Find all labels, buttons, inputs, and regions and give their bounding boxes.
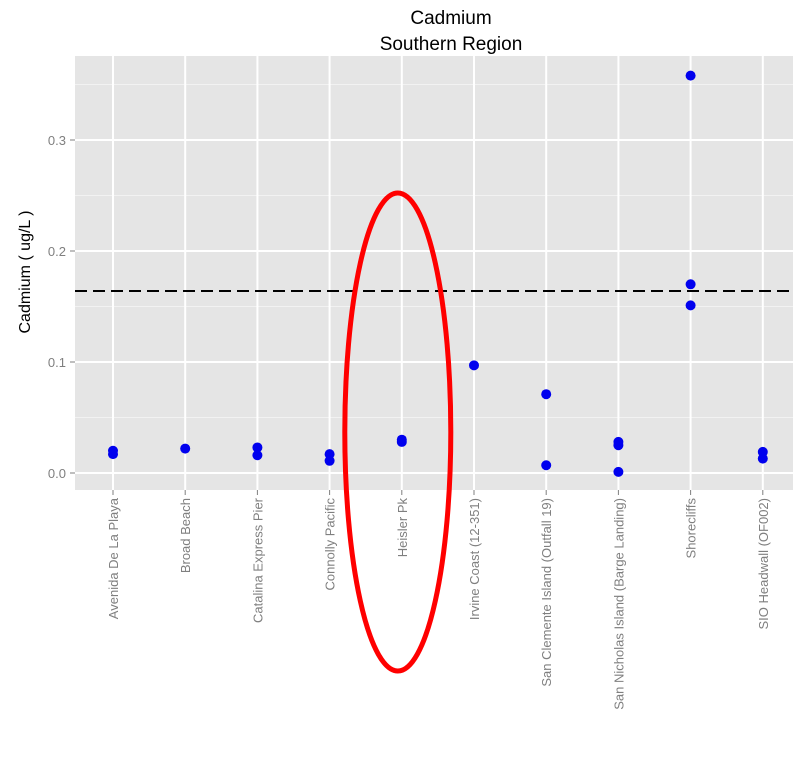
y-tick-label: 0.3 [48,133,66,148]
x-tick-label: SIO Headwall (OF002) [756,498,771,630]
y-axis: 0.0 0.1 0.2 0.3 [48,133,75,481]
y-tick-label: 0.0 [48,466,66,481]
x-tick-label: San Nicholas Island (Barge Landing) [611,498,626,710]
highlight-ellipse [342,190,454,674]
x-tick-label: Broad Beach [178,498,193,573]
x-tick-label: Shorecliffs [684,498,699,559]
x-tick-label: Irvine Coast (12-351) [467,498,482,620]
chart-title: Cadmium [410,8,491,29]
data-point [252,450,263,461]
data-point [396,436,407,447]
plot-panel [75,56,793,490]
grid [75,56,793,490]
data-point [685,300,696,311]
data-point [252,442,263,453]
x-tick-label: Catalina Express Pier [250,497,265,623]
data-point [613,440,624,451]
data-points [108,70,768,477]
x-tick-label: Avenida De La Playa [106,497,121,619]
data-point [108,449,118,460]
data-point [685,279,696,290]
y-axis-label: Cadmium ( ug/L ) [17,211,34,334]
data-point [541,389,552,400]
y-tick-label: 0.1 [48,355,66,370]
x-tick-label: Heisler Pk [395,498,410,558]
data-point [685,70,696,81]
y-tick-label: 0.2 [48,244,66,259]
x-tick-label: San Clemente Island (Outfall 19) [539,498,554,687]
x-tick-label: Connolly Pacific [323,498,338,591]
data-point [541,460,552,471]
data-point [469,360,479,371]
data-point [757,453,768,464]
x-axis: Avenida De La Playa Broad Beach Catalina E… [106,490,771,710]
data-point [324,455,335,466]
chart-subtitle: Southern Region [380,34,523,55]
data-point [613,466,624,477]
data-point [180,443,191,454]
